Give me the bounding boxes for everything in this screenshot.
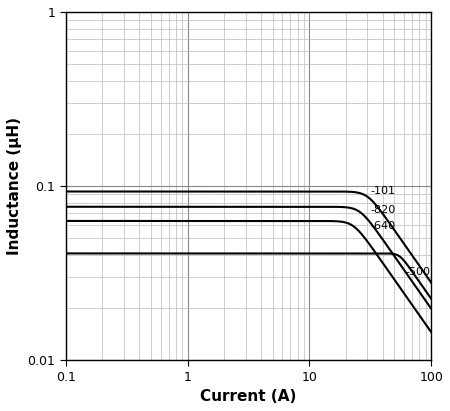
Text: -820: -820 — [371, 205, 396, 215]
Text: -500: -500 — [406, 267, 431, 277]
Text: -101: -101 — [371, 186, 396, 196]
X-axis label: Current (A): Current (A) — [200, 389, 297, 404]
Text: -640: -640 — [371, 221, 396, 231]
Y-axis label: Inductance (μH): Inductance (μH) — [7, 117, 22, 255]
